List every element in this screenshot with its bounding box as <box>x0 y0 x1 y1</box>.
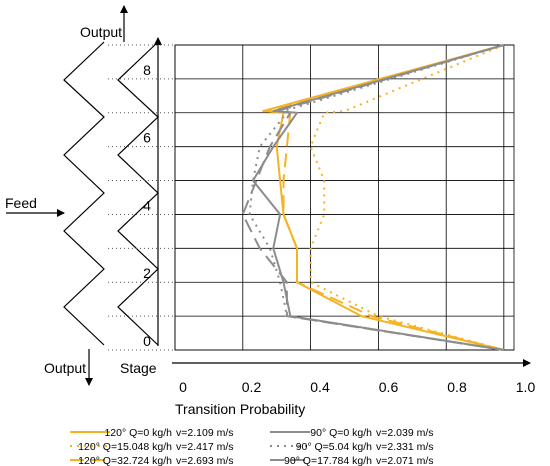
y-tick-label: 6 <box>143 130 151 146</box>
legend-series-name: 120° Q=0 kg/h <box>104 427 172 439</box>
legend: 120° Q=0 kg/h v=2.109 m/s 120° Q=15.048 kg… <box>70 427 434 466</box>
x-tick-label: 0 <box>179 379 187 395</box>
plot-axes: Transition Probability <box>172 359 531 417</box>
legend-series-velocity: v=2.693 m/s <box>176 455 234 466</box>
y-tick-label: 2 <box>143 265 151 281</box>
x-tick-label: 0.2 <box>242 379 262 395</box>
series-line <box>309 44 505 351</box>
x-tick-label: 0.6 <box>379 379 399 395</box>
legend-series-velocity: v=2.331 m/s <box>376 441 434 453</box>
legend-series-velocity: v=2.071 m/s <box>376 455 434 466</box>
zigzag-channel-left-wall <box>63 41 105 346</box>
x-tick-label: 0.4 <box>310 379 330 395</box>
series-line <box>268 44 505 351</box>
legend-series-name: 120° Q=15.048 kg/h <box>78 441 172 453</box>
x-tick-label: 1.0 <box>516 379 536 395</box>
y-tick-label: 0 <box>143 333 151 349</box>
plot-grid <box>174 44 515 351</box>
series-line <box>262 44 505 351</box>
zigzag-channel-right-wall <box>117 41 159 346</box>
legend-series-velocity: v=2.417 m/s <box>176 441 234 453</box>
output-bottom-label: Output <box>44 360 86 376</box>
plot-border <box>174 44 515 351</box>
legend-series-name: 90° Q=5.04 kg/h <box>296 441 372 453</box>
classifier-schematic: Output Output Feed Stage <box>5 5 162 386</box>
tick-labels: 0 0.2 0.4 0.6 0.8 1.0 0 2 4 6 8 <box>143 62 535 395</box>
plot-series <box>241 44 505 351</box>
x-axis-title: Transition Probability <box>175 401 305 417</box>
legend-series-velocity: v=2.109 m/s <box>176 427 234 439</box>
series-line <box>241 44 505 351</box>
stage-axis-label: Stage <box>120 360 157 376</box>
feed-label: Feed <box>5 195 37 211</box>
y-tick-label: 4 <box>143 197 151 213</box>
legend-series-velocity: v=2.039 m/s <box>376 427 434 439</box>
stage-guide-lines <box>108 44 175 351</box>
legend-series-name: 120° Q=32.724 kg/h <box>78 455 172 466</box>
output-top-label: Output <box>80 24 122 40</box>
legend-series-name: 90° Q=17.784 kg/h <box>284 455 372 466</box>
x-tick-label: 0.8 <box>447 379 467 395</box>
y-tick-label: 8 <box>143 62 151 78</box>
legend-series-name: 90° Q=0 kg/h <box>310 427 372 439</box>
